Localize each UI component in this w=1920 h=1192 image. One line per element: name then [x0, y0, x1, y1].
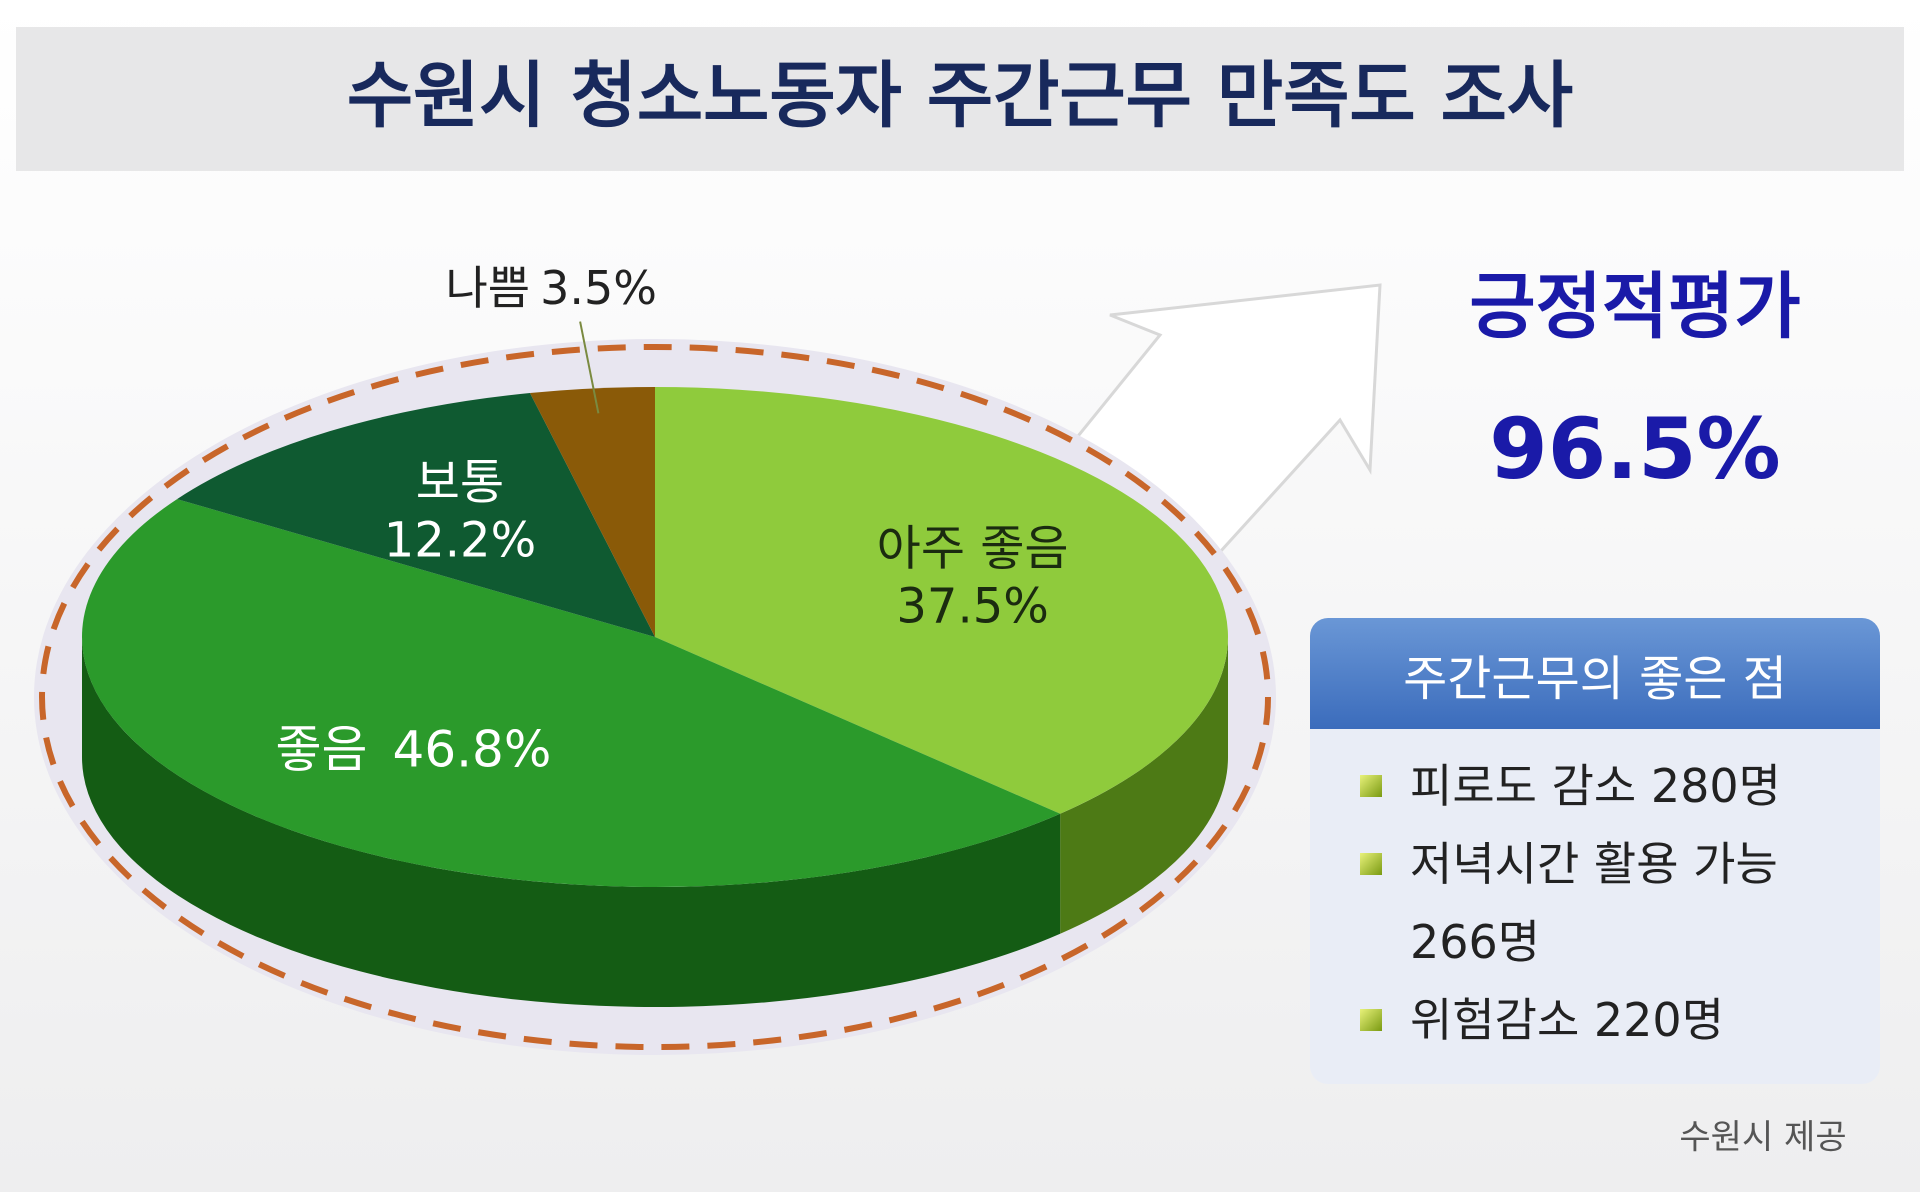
slice-label: 좋음 — [276, 721, 368, 779]
slice-side — [82, 637, 1061, 1008]
box-item: 위험감소 220명 — [1360, 981, 1870, 1059]
slice-label: 나쁨 — [445, 261, 530, 315]
box-item: 피로도 감소 280명 — [1360, 747, 1870, 825]
source: 수원시 제공 — [1679, 1118, 1846, 1158]
box-item: 저녁시간 활용 가능 266명 — [1360, 825, 1870, 981]
value-label: 12.2% — [384, 512, 536, 568]
slice — [530, 387, 655, 637]
slice-label: 보통 — [416, 454, 504, 510]
value-label: 37.5% — [896, 579, 1048, 635]
slice-label: 아주 좋음 — [877, 521, 1069, 577]
value-label: 46.8% — [393, 721, 552, 779]
slice-side — [1060, 637, 1228, 934]
dashed-outline — [39, 344, 1271, 1050]
slice — [81, 499, 1061, 888]
chart-title: 수원시 청소노동자 주간근무 만족도 조사 — [347, 54, 1573, 138]
box-list: 피로도 감소 280명 저녁시간 활용 가능 266명 위험감소 220명 — [1310, 729, 1880, 1059]
value-label: 3.5% — [540, 261, 657, 315]
slice — [177, 393, 655, 637]
title-bar — [16, 27, 1904, 171]
benefits-box: 주간근무의 좋은 점 피로도 감소 280명 저녁시간 활용 가능 266명 위험감… — [1310, 618, 1880, 1084]
box-title: 주간근무의 좋은 점 — [1310, 618, 1880, 729]
leader-line — [579, 321, 600, 414]
annotation-value: 96.5% — [1489, 400, 1780, 498]
annotation-label: 긍정적평가 — [1469, 265, 1800, 349]
slice — [655, 387, 1229, 814]
